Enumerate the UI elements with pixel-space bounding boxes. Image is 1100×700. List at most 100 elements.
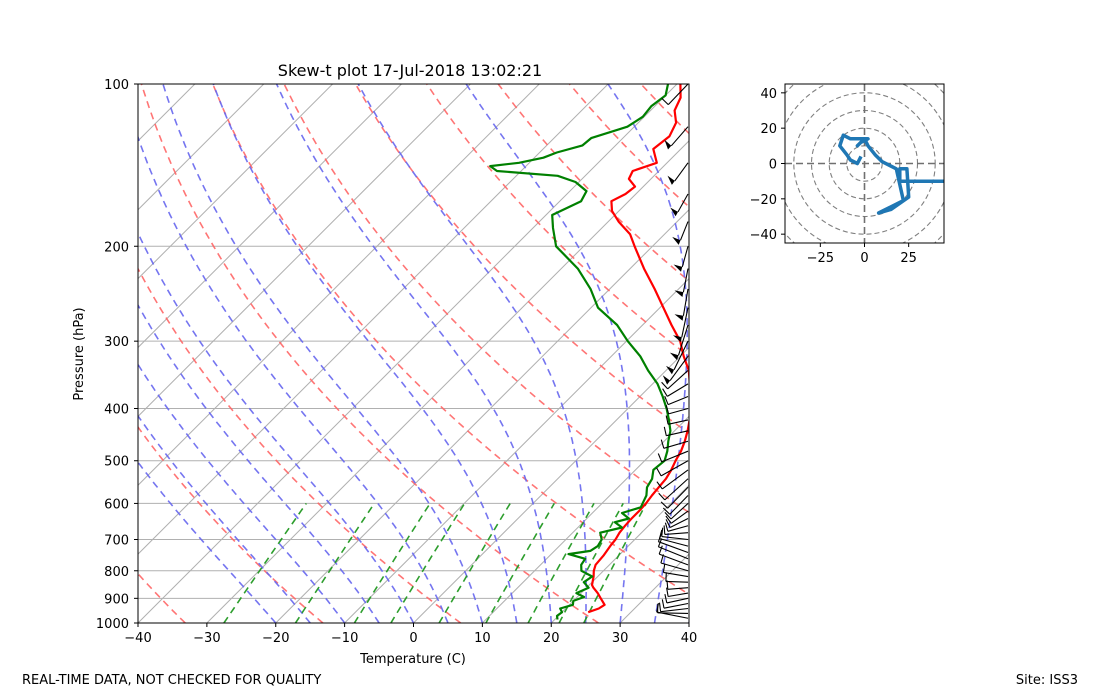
wind-barb-staff	[682, 288, 689, 316]
hodograph-x-tick-label: −25	[807, 251, 834, 266]
wind-barb-flag	[664, 139, 672, 150]
isotherm-line	[138, 84, 540, 486]
wind-barb-feather	[665, 405, 670, 415]
x-tick-label: 10	[474, 631, 491, 646]
wind-barb-staff	[668, 592, 689, 598]
x-tick-label: −20	[262, 631, 289, 646]
wind-barb-flag	[666, 365, 675, 375]
y-tick-label: 1000	[96, 617, 129, 632]
wind-barb-flag	[673, 264, 683, 272]
wind-barb-staff	[660, 460, 689, 477]
wind-barb-staff	[682, 268, 689, 293]
isotherm-line	[138, 84, 678, 623]
hodograph-y-tick-label: −40	[750, 228, 777, 243]
wind-barb-staff	[664, 532, 689, 535]
isotherm-line	[138, 84, 196, 142]
wind-barb-staff	[663, 440, 689, 449]
wind-barb-flag	[672, 236, 681, 245]
y-tick-label: 300	[104, 335, 129, 350]
hodograph: −25 0 25 −40 −20 0 20 40	[750, 83, 945, 266]
dry-adiabat-line	[138, 572, 186, 623]
wind-barb-staff	[667, 419, 689, 425]
mixing-ratio-line	[390, 502, 466, 623]
moist-adiabat-line	[138, 363, 346, 623]
isotherm-line	[138, 84, 471, 418]
mixing-ratio-line	[294, 502, 375, 623]
wind-barb-staff	[659, 538, 689, 547]
wind-barb-staff	[667, 83, 689, 105]
dry-adiabat-line	[640, 84, 689, 135]
x-tick-label: 20	[543, 631, 560, 646]
wind-barb-staff	[669, 495, 689, 515]
wind-barb-feather	[658, 492, 666, 501]
isotherm-line	[619, 553, 689, 623]
wind-barb-staff	[661, 450, 689, 463]
wind-barb-feather	[665, 415, 669, 425]
mixing-ratio-line	[438, 502, 511, 623]
y-tick-label: 500	[104, 455, 129, 470]
dewpoint-profile-line	[489, 84, 672, 620]
wind-barb-feather	[658, 545, 663, 555]
wind-barb-staff	[667, 395, 689, 406]
wind-barb-feather	[664, 512, 672, 520]
wind-barb-staff	[679, 221, 689, 241]
wind-barb-feather	[661, 98, 669, 105]
isotherm-line	[275, 209, 689, 623]
isotherm-line	[138, 84, 402, 349]
wind-barb-feather	[660, 439, 665, 449]
x-tick-label: −40	[124, 631, 151, 646]
x-axis-label: Temperature (C)	[359, 652, 466, 667]
wind-barb-staff	[669, 355, 689, 381]
hodograph-wind-line	[838, 133, 944, 215]
wind-barb-staff	[669, 518, 689, 528]
hodograph-y-tick-label: 40	[760, 87, 777, 102]
dry-adiabat-line	[140, 84, 599, 623]
wind-barb-flag	[662, 375, 671, 385]
dry-adiabat-line	[138, 267, 462, 623]
wind-barb-staff	[660, 607, 689, 613]
skewt-ticks: −40 −30 −20 −10 0 10 20 30 40 1000 900 800 700 600 500…	[96, 78, 697, 646]
moist-adiabat-line	[357, 84, 587, 623]
wind-barb-staff	[664, 478, 689, 501]
x-tick-label: 40	[681, 631, 698, 646]
wind-barb-staff	[667, 525, 689, 532]
wind-barb-feather	[661, 599, 665, 609]
moist-adiabat-line	[465, 84, 631, 623]
moist-adiabat-line	[688, 619, 689, 623]
wind-barb-staff	[677, 324, 689, 356]
wind-barb-staff	[658, 541, 689, 554]
wind-barb-flag	[670, 207, 678, 217]
wind-barb-staff	[658, 546, 689, 560]
y-tick-label: 400	[104, 403, 129, 418]
wind-barb-feather	[663, 426, 667, 436]
dry-adiabat-line	[497, 84, 689, 282]
isotherm-line	[688, 622, 689, 623]
isotherm-line	[344, 277, 689, 623]
wind-barb-staff	[674, 162, 689, 182]
skewt-axes-frame	[137, 83, 690, 624]
wind-barb-staff	[670, 126, 689, 147]
mixing-ratio-line	[527, 503, 595, 623]
wind-barb-staff	[667, 587, 689, 590]
x-tick-label: 30	[612, 631, 629, 646]
wind-barb-feather	[658, 529, 663, 539]
dry-adiabat-line	[426, 84, 689, 358]
wind-barb-feather	[662, 563, 666, 573]
moist-adiabat-line	[212, 84, 518, 623]
wind-barb-staff	[667, 370, 689, 390]
hodograph-x-tick-label: 0	[860, 251, 868, 266]
dry-adiabat-line	[138, 425, 324, 623]
hodograph-y-tick-label: 20	[760, 122, 777, 137]
wind-barb-staff	[663, 571, 689, 578]
y-tick-label: 700	[104, 534, 129, 549]
y-axis-label: Pressure (hPa)	[72, 307, 87, 400]
wind-barb-feather	[661, 527, 664, 537]
wind-barb-staff	[665, 580, 689, 583]
wind-barb-staff	[667, 486, 689, 509]
wind-barb-staff	[670, 510, 689, 524]
hodograph-y-tick-label: 0	[769, 158, 777, 173]
wind-barb-feather	[661, 381, 669, 390]
wind-barb-staff	[661, 536, 689, 541]
dry-adiabat-line	[784, 84, 1100, 623]
wind-barb-feather	[666, 587, 669, 597]
